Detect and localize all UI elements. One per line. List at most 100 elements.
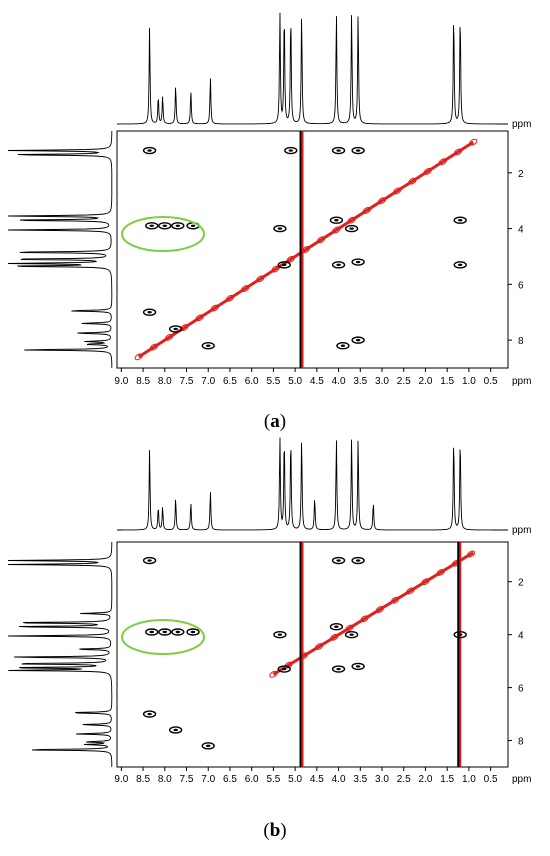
y-tick-label: 2 — [518, 169, 524, 180]
crosspeak — [158, 628, 172, 636]
crosspeak — [168, 726, 183, 734]
diagonal-peak — [241, 285, 250, 292]
caption-close: ) — [280, 411, 286, 432]
crosspeak-core — [149, 224, 154, 227]
y-tick-label: 8 — [518, 336, 524, 347]
diagonal-peak — [466, 550, 476, 558]
x-tick-label: 9.0 — [114, 774, 128, 785]
x-tick-label: 5.5 — [266, 376, 280, 387]
diagonal-peak — [408, 177, 417, 185]
x-tick-label: 2.0 — [419, 376, 433, 387]
crosspeak — [331, 261, 346, 269]
caption-open: ( — [263, 820, 269, 841]
crosspeak — [168, 325, 183, 333]
diagonal-peak — [375, 606, 384, 613]
x-tick-label: 7.5 — [180, 376, 194, 387]
x-tick-label: 1.5 — [440, 376, 454, 387]
diagonal-peak — [210, 304, 219, 312]
crosspeak-core — [334, 219, 339, 222]
caption-label: b — [270, 820, 281, 841]
crosspeak — [351, 662, 365, 671]
y-tick-label: 4 — [518, 225, 524, 236]
crosspeak — [351, 258, 365, 266]
diagonal-peak — [360, 615, 369, 623]
crosspeak — [201, 742, 215, 750]
plot-frame — [116, 541, 509, 768]
diagonal-band — [272, 551, 475, 676]
crosspeak — [273, 630, 287, 639]
diagonal-peak — [345, 624, 354, 632]
crosspeak — [453, 216, 467, 224]
x-tick-label: 2.5 — [397, 376, 411, 387]
crosspeak — [351, 556, 365, 565]
highlight-ellipse — [121, 216, 205, 252]
crosspeak-core — [173, 327, 178, 331]
crosspeak-core — [190, 630, 196, 634]
diagonal-peak — [195, 314, 204, 322]
crosspeak — [145, 628, 159, 636]
caption-open: ( — [264, 411, 270, 432]
crosspeak — [344, 224, 359, 233]
crosspeak-core — [206, 744, 211, 748]
x-tick-label: 6.0 — [245, 376, 259, 387]
crosspeak-core — [175, 630, 181, 634]
diagonal-peak — [317, 236, 326, 244]
diagonal-peak — [469, 138, 478, 146]
crosspeak — [171, 628, 185, 636]
x-tick-label: 8.0 — [158, 376, 172, 387]
diagonal-peak — [438, 158, 447, 166]
crosspeak-core — [349, 227, 354, 230]
diagonal-peak — [256, 275, 265, 283]
crosspeak-core — [147, 712, 152, 716]
x-tick-label: 4.0 — [332, 376, 346, 387]
crosspeak-core — [147, 149, 152, 152]
crosspeak-core — [288, 149, 293, 152]
crosspeak-core — [336, 667, 341, 671]
crosspeak-core — [355, 665, 361, 668]
x-tick-label: 8.5 — [136, 774, 150, 785]
x-tick-label: 4.5 — [310, 376, 324, 387]
diagonal-peak — [406, 587, 415, 595]
crosspeak-core — [162, 630, 167, 634]
panel-a: ppm 9.0 8.5 8.0 7.5 7.0 6.5 6.0 5.5 5.0 4.5 4.0 3.5 3… — [7, 12, 531, 432]
y-tick-label: 8 — [518, 737, 524, 748]
crosspeak — [277, 665, 291, 673]
crosspeak-core — [175, 224, 181, 227]
x-tick-label: 1.5 — [440, 774, 454, 785]
diagonal-peak — [423, 167, 432, 175]
crosspeak — [145, 222, 159, 230]
diagonal-peak — [269, 670, 278, 678]
y-tick-label: 2 — [518, 578, 524, 589]
crosspeak-core — [149, 630, 154, 634]
caption-label: a — [270, 411, 280, 432]
crosspeak-core — [355, 149, 361, 152]
crosspeak-core — [190, 224, 196, 227]
x-tick-label: 4.5 — [310, 774, 324, 785]
x-tick-label: 2.0 — [419, 774, 433, 785]
crosspeak-core — [458, 263, 463, 267]
crosspeak — [284, 146, 298, 155]
diagonal-peak — [393, 187, 402, 195]
diagonal-peak — [347, 216, 356, 224]
crosspeak — [277, 261, 291, 269]
panel-caption: (a) — [264, 411, 286, 432]
highlight-ellipse — [121, 619, 205, 655]
diagonal-peak — [225, 294, 235, 302]
diagonal-peak — [377, 197, 387, 205]
crosspeak — [336, 341, 350, 350]
x-tick-label: 0.5 — [484, 774, 498, 785]
crosspeak — [344, 630, 359, 639]
crosspeak — [329, 216, 344, 224]
x-tick-label: 5.0 — [288, 376, 302, 387]
x-axis-unit: ppm — [512, 376, 531, 387]
projection-unit-label: ppm — [512, 119, 531, 130]
x-tick-label: 6.0 — [245, 774, 259, 785]
diagonal-band — [137, 140, 475, 359]
x-tick-label: 0.5 — [484, 376, 498, 387]
crosspeak — [331, 146, 346, 155]
x-tick-label: 7.0 — [201, 376, 215, 387]
crosspeak-core — [277, 633, 283, 636]
projection-unit-label: ppm — [512, 525, 531, 536]
y-tick-label: 6 — [518, 684, 524, 695]
x-tick-label: 3.0 — [375, 774, 389, 785]
